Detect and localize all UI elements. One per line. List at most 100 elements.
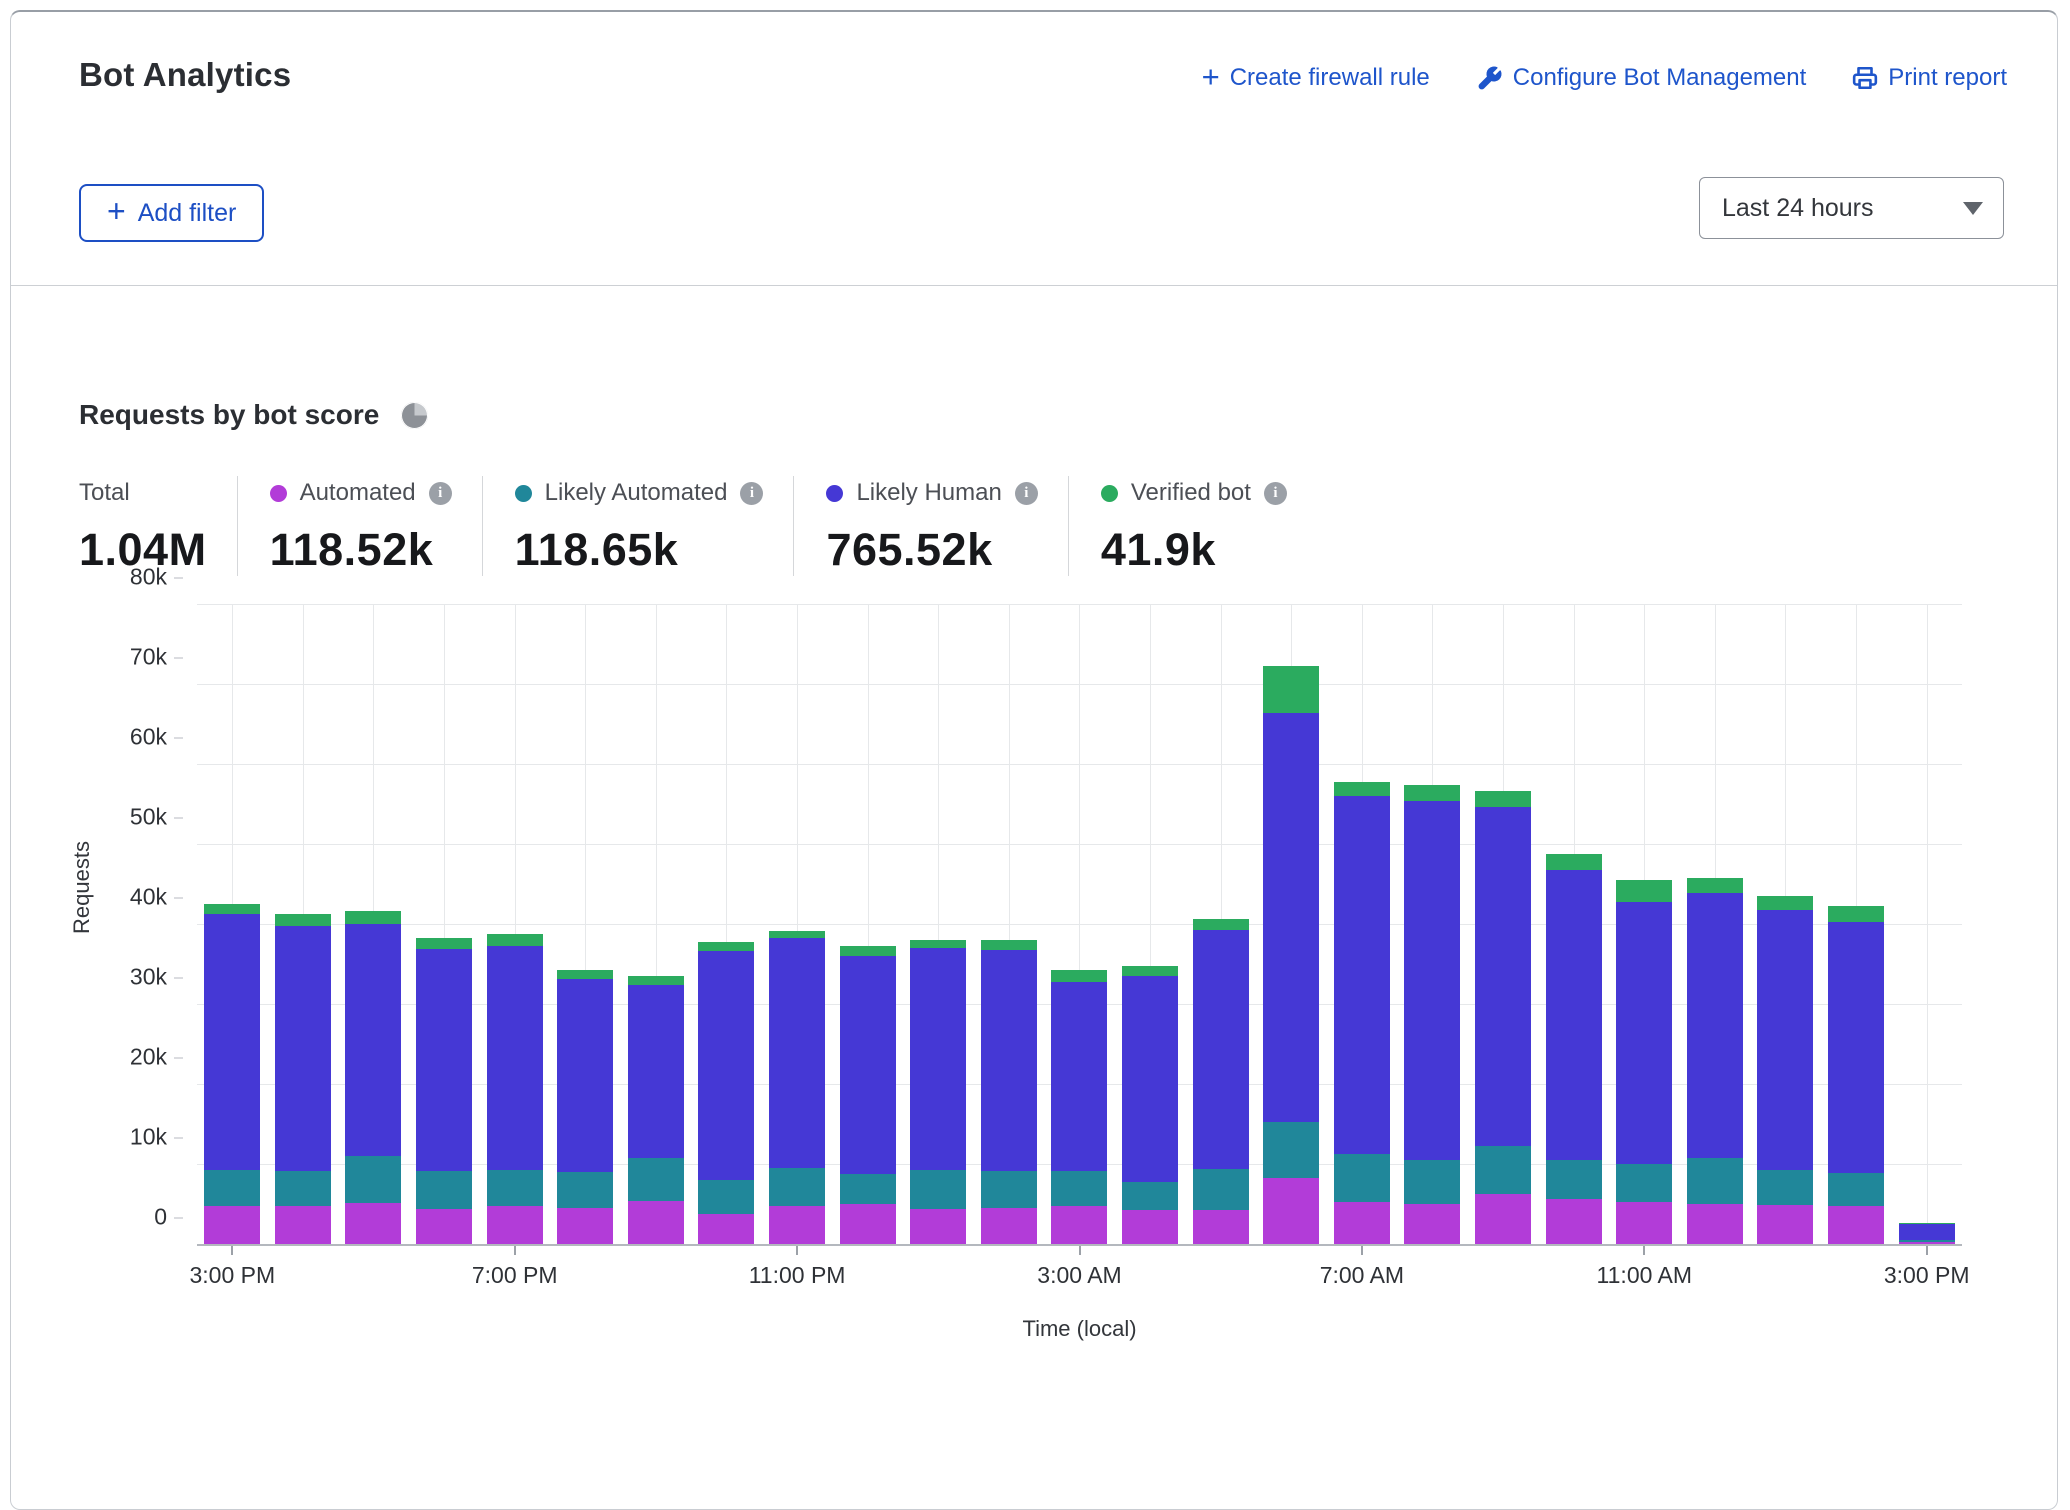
segment-likely-human	[980, 949, 1037, 1172]
time-range-select[interactable]: Last 24 hours	[1699, 177, 2004, 239]
bar-slot-20	[1609, 604, 1680, 1244]
segment-likely-automated	[486, 1169, 543, 1207]
segment-likely-automated	[1898, 1240, 1955, 1243]
stat-value: 1.04M	[79, 524, 207, 575]
bar-slot-15	[1256, 604, 1327, 1244]
info-icon[interactable]: i	[1014, 481, 1038, 505]
section-title: Requests by bot score	[79, 399, 380, 430]
segment-automated	[1122, 1210, 1179, 1244]
segment-likely-automated	[698, 1180, 755, 1214]
bar-slot-16	[1327, 604, 1398, 1244]
bar-slot-13	[1115, 604, 1186, 1244]
info-icon[interactable]: i	[740, 481, 764, 505]
stacked-bar-12[interactable]	[1051, 970, 1108, 1244]
stat-label: Total	[79, 479, 130, 506]
stacked-bar-13[interactable]	[1122, 965, 1179, 1244]
segment-likely-automated	[1616, 1164, 1673, 1203]
segment-automated	[1333, 1201, 1390, 1244]
bar-slot-18	[1468, 604, 1539, 1244]
x-tick-label: 3:00 PM	[189, 1262, 276, 1288]
header-action-configure-bot-management[interactable]: Configure Bot Management	[1476, 64, 1806, 92]
stacked-bar-15[interactable]	[1263, 666, 1320, 1244]
bar-slot-12	[1044, 604, 1115, 1244]
header-divider	[11, 285, 2057, 286]
stacked-bar-21[interactable]	[1686, 878, 1743, 1244]
bar-slot-0	[197, 604, 268, 1244]
y-tick-mark	[174, 1057, 183, 1059]
segment-automated	[627, 1200, 684, 1244]
segment-likely-automated	[839, 1173, 896, 1204]
segment-likely-automated	[1545, 1160, 1602, 1200]
stacked-bar-24[interactable]	[1898, 1223, 1955, 1244]
stacked-bar-1[interactable]	[274, 914, 331, 1244]
stacked-bar-18[interactable]	[1474, 791, 1531, 1244]
segment-likely-automated	[1757, 1170, 1814, 1205]
stacked-bar-2[interactable]	[345, 911, 402, 1244]
bar-slot-8	[762, 604, 833, 1244]
x-tick-mark	[1643, 1246, 1646, 1255]
bar-slot-10	[903, 604, 974, 1244]
x-axis: 3:00 PM 7:00 PM 11:00 PM 3:00 AM 7:00 AM 11:0…	[189, 1246, 1970, 1316]
segment-likely-automated	[627, 1157, 684, 1201]
legend-dot	[1100, 484, 1118, 502]
stacked-bar-10[interactable]	[910, 940, 967, 1244]
segment-verified-bot	[416, 937, 473, 949]
stacked-bar-16[interactable]	[1333, 781, 1390, 1244]
stat-verified-bot: Verified bot i 41.9k	[1067, 476, 1317, 576]
segment-likely-automated	[1333, 1153, 1390, 1202]
stacked-bar-19[interactable]	[1545, 853, 1602, 1244]
stat-likely-human: Likely Human i 765.52k	[793, 476, 1067, 576]
y-tick-label: 10k	[11, 1124, 183, 1151]
segment-likely-human	[1333, 796, 1390, 1154]
add-filter-button[interactable]: + Add filter	[79, 184, 265, 242]
plus-icon: +	[1201, 58, 1220, 94]
segment-likely-automated	[1122, 1181, 1179, 1211]
legend-dot	[514, 484, 532, 502]
x-tick-label: 11:00 AM	[1596, 1262, 1693, 1288]
stacked-bar-5[interactable]	[557, 969, 614, 1244]
stacked-bar-20[interactable]	[1616, 880, 1673, 1244]
stacked-bar-0[interactable]	[204, 904, 261, 1244]
stacked-bar-22[interactable]	[1757, 896, 1814, 1244]
segment-verified-bot	[1404, 784, 1461, 801]
stacked-bar-4[interactable]	[486, 934, 543, 1244]
stacked-bar-6[interactable]	[627, 976, 684, 1244]
y-tick-mark	[174, 1137, 183, 1139]
header-action-print-report[interactable]: Print report	[1852, 64, 2007, 92]
header-action-create-firewall-rule[interactable]: + Create firewall rule	[1201, 58, 1430, 94]
stacked-bar-8[interactable]	[769, 931, 826, 1244]
bar-slot-9	[832, 604, 903, 1244]
segment-automated	[274, 1205, 331, 1244]
stacked-bar-11[interactable]	[980, 940, 1037, 1244]
stacked-bar-14[interactable]	[1192, 919, 1249, 1244]
segment-automated	[910, 1208, 967, 1244]
section-title-row: Requests by bot score	[79, 399, 429, 431]
stat-label: Automated	[299, 479, 416, 506]
stat-label: Verified bot	[1130, 479, 1251, 506]
stacked-bar-9[interactable]	[839, 946, 896, 1244]
info-icon[interactable]: i	[1263, 481, 1287, 505]
x-tick-mark	[513, 1246, 516, 1255]
info-icon[interactable]: i	[428, 481, 452, 505]
segment-automated	[1192, 1209, 1249, 1244]
stacked-bar-23[interactable]	[1827, 905, 1884, 1244]
bars-container	[197, 604, 1962, 1244]
stacked-bar-3[interactable]	[416, 937, 473, 1244]
segment-likely-human	[1757, 910, 1814, 1171]
legend-dot	[269, 484, 287, 502]
segment-likely-human	[1122, 976, 1179, 1182]
segment-automated	[557, 1208, 614, 1244]
segment-likely-automated	[204, 1170, 261, 1207]
segment-verified-bot	[769, 931, 826, 939]
segment-automated	[769, 1205, 826, 1244]
segment-likely-human	[1404, 800, 1461, 1160]
y-tick-label: 60k	[11, 724, 183, 751]
y-tick-label: 0	[11, 1204, 183, 1231]
stacked-bar-17[interactable]	[1404, 784, 1461, 1244]
segment-likely-human	[698, 951, 755, 1181]
segment-verified-bot	[1545, 853, 1602, 871]
segment-likely-human	[1263, 712, 1320, 1122]
segment-verified-bot	[1333, 781, 1390, 797]
y-tick-label: 80k	[11, 564, 183, 591]
stacked-bar-7[interactable]	[698, 942, 755, 1244]
